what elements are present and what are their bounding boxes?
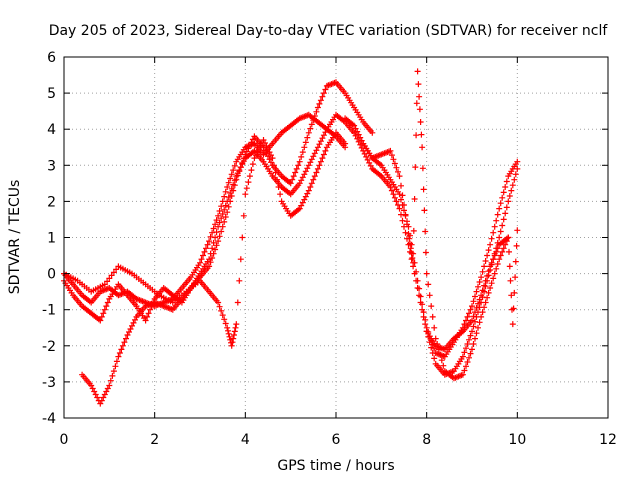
y-tick-label: 6 bbox=[47, 50, 56, 66]
y-tick-label: 1 bbox=[47, 231, 56, 247]
series-track-h bbox=[423, 227, 521, 353]
y-tick-label: 5 bbox=[47, 86, 56, 102]
data-point-markers bbox=[79, 79, 376, 407]
y-tick-label: 0 bbox=[47, 267, 56, 283]
x-tick-label: 4 bbox=[241, 432, 250, 448]
series-track-c bbox=[79, 79, 376, 407]
y-axis-title: SDTVAR / TECUs bbox=[7, 180, 23, 295]
x-tick-label: 12 bbox=[599, 432, 617, 448]
data-point-markers bbox=[423, 227, 521, 353]
y-tick-label: -4 bbox=[42, 411, 56, 427]
y-tick-label: -1 bbox=[42, 303, 56, 319]
y-tick-label: 4 bbox=[47, 122, 56, 138]
data-point-markers bbox=[360, 68, 512, 382]
x-tick-label: 10 bbox=[508, 432, 526, 448]
x-tick-label: 0 bbox=[60, 432, 69, 448]
x-axis-title: GPS time / hours bbox=[277, 458, 394, 474]
x-tick-label: 2 bbox=[150, 432, 159, 448]
x-tick-label: 8 bbox=[422, 432, 431, 448]
y-tick-label: -2 bbox=[42, 339, 56, 355]
y-tick-label: -3 bbox=[42, 375, 56, 391]
chart-title: Day 205 of 2023, Sidereal Day-to-day VTE… bbox=[49, 23, 609, 39]
y-tick-label: 3 bbox=[47, 158, 56, 174]
plot-frame bbox=[63, 56, 609, 419]
x-tick-label: 6 bbox=[332, 432, 341, 448]
y-tick-label: 2 bbox=[47, 194, 56, 210]
series-track-g bbox=[360, 68, 512, 382]
